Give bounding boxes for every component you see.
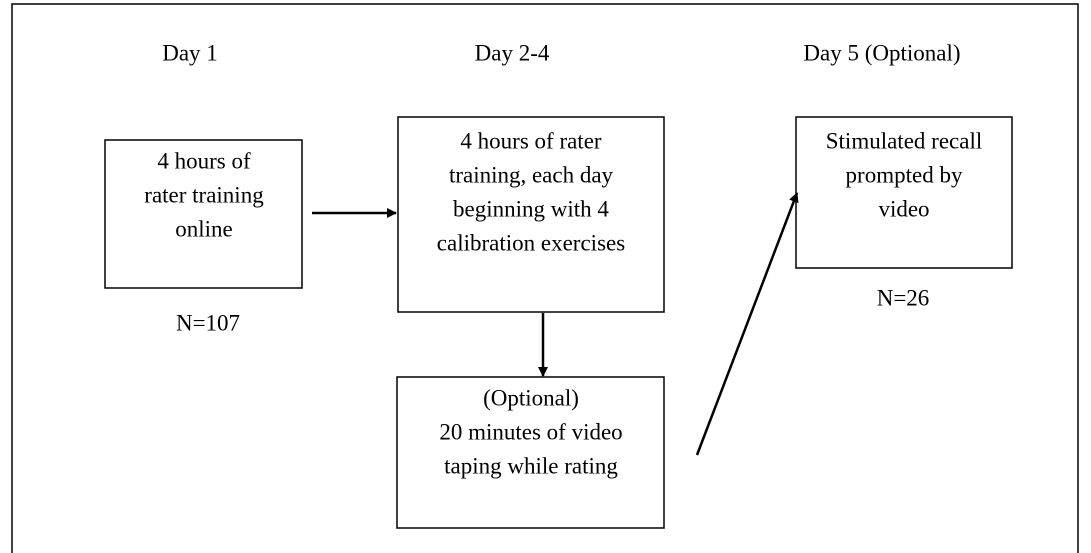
- node-text: Stimulated recall: [826, 128, 982, 153]
- node-text: prompted by: [846, 162, 963, 187]
- node-text: (Optional): [483, 385, 579, 410]
- node-text: taping while rating: [444, 453, 618, 478]
- sample-size: N=26: [877, 285, 930, 310]
- day-header: Day 2-4: [475, 40, 550, 65]
- node-text: 4 hours of rater: [460, 128, 601, 153]
- day-header: Day 5 (Optional): [803, 40, 960, 65]
- node-text: rater training: [144, 182, 264, 207]
- box: [795, 116, 1013, 269]
- labels: Day 1 Day 2-4 Day 5 (Optional) 4 hours of ra…: [144, 40, 982, 478]
- arrow: [695, 192, 799, 456]
- node-text: video: [878, 196, 929, 221]
- box: [396, 376, 665, 529]
- box: [104, 139, 303, 289]
- node-text: 20 minutes of video: [439, 419, 622, 444]
- box: [397, 116, 665, 313]
- node-text: training, each day: [449, 162, 614, 187]
- node-text: online: [175, 216, 233, 241]
- node-text: calibration exercises: [437, 230, 625, 255]
- node-text: beginning with 4: [453, 196, 609, 221]
- frame: [11, 3, 1079, 553]
- day-header: Day 1: [162, 40, 218, 65]
- sample-size: N=107: [176, 310, 240, 335]
- node-text: 4 hours of: [157, 148, 251, 173]
